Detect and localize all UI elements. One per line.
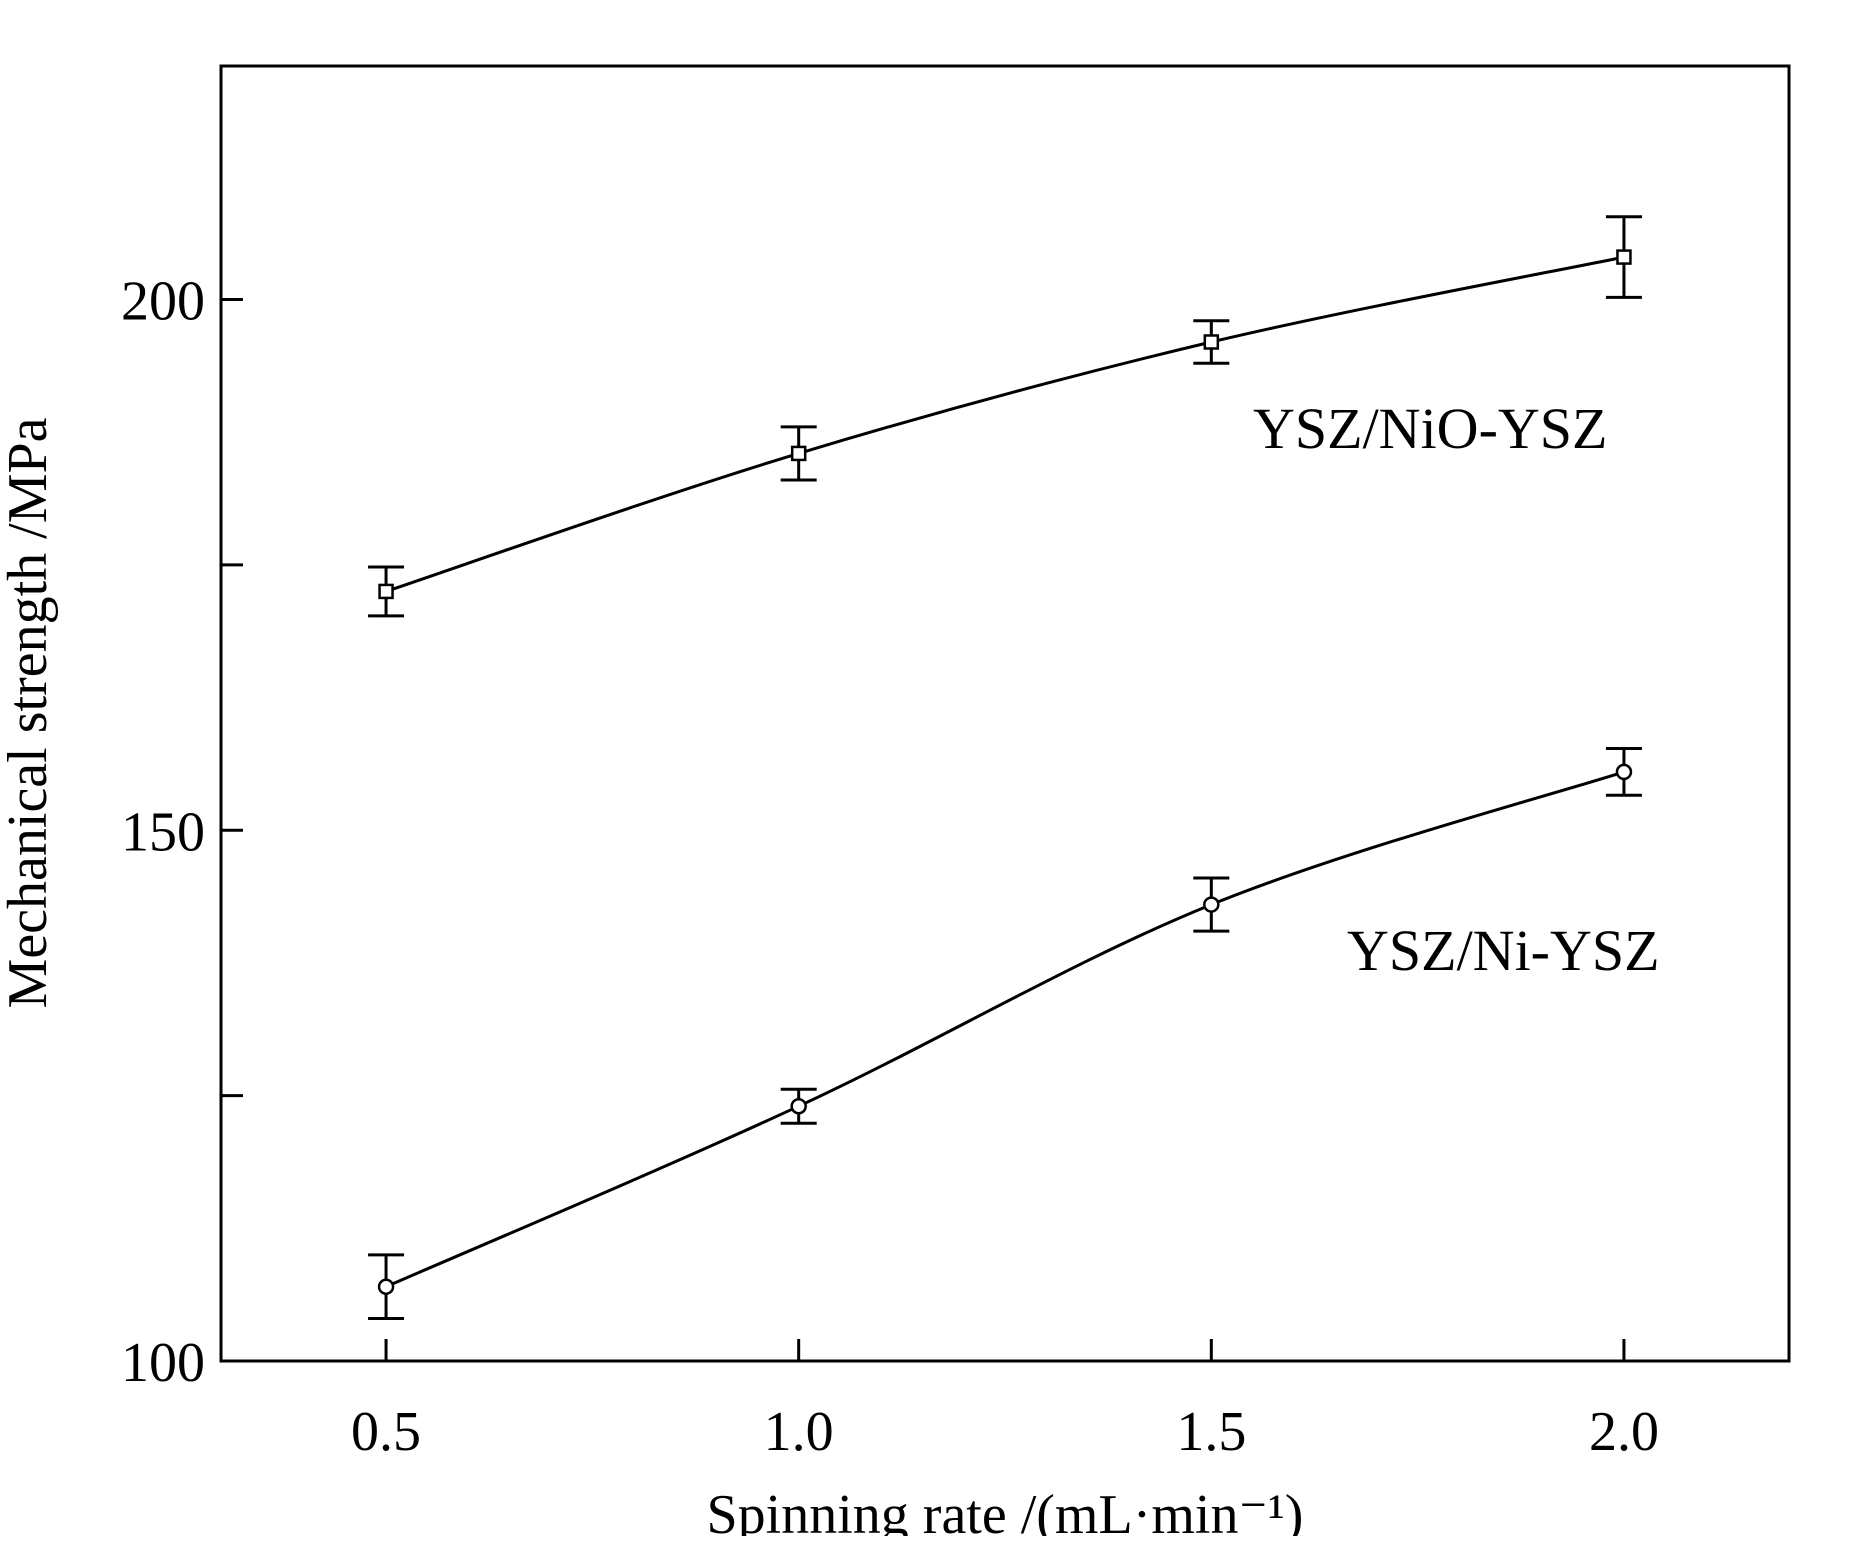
- series-layer: [368, 215, 1642, 1321]
- series-line: [385, 255, 1625, 593]
- data-point-circle: [377, 1278, 395, 1295]
- x-tick-label: 1.0: [764, 1401, 834, 1463]
- data-point-square: [1203, 334, 1220, 350]
- series-label-nio: YSZ/NiO-YSZ: [1253, 396, 1607, 461]
- x-axis-ticks: 0.5 1.0 1.5 2.0: [351, 1339, 1659, 1463]
- y-axis-title: Mechanical strength /MPa: [0, 417, 59, 1008]
- data-point-circle: [1203, 896, 1220, 913]
- y-tick-label: 100: [121, 1332, 205, 1394]
- series-label-ni: YSZ/Ni-YSZ: [1347, 918, 1660, 983]
- data-point-circle: [1615, 763, 1633, 781]
- plot-frame: [219, 64, 1791, 1363]
- y-tick-label: 150: [121, 801, 205, 863]
- data-point-square: [1616, 249, 1632, 265]
- y-axis-ticks: 100 150 200: [121, 271, 243, 1394]
- y-tick-label: 200: [121, 271, 205, 333]
- x-axis-title: Spinning rate /(mL·min⁻¹): [707, 1484, 1304, 1536]
- series-line: [385, 770, 1625, 1289]
- data-point-square: [790, 445, 807, 462]
- x-tick-label: 1.5: [1176, 1401, 1246, 1463]
- x-tick-label: 0.5: [351, 1401, 421, 1463]
- x-tick-label: 2.0: [1589, 1401, 1659, 1463]
- data-point-square: [378, 583, 394, 600]
- data-point-circle: [790, 1097, 807, 1115]
